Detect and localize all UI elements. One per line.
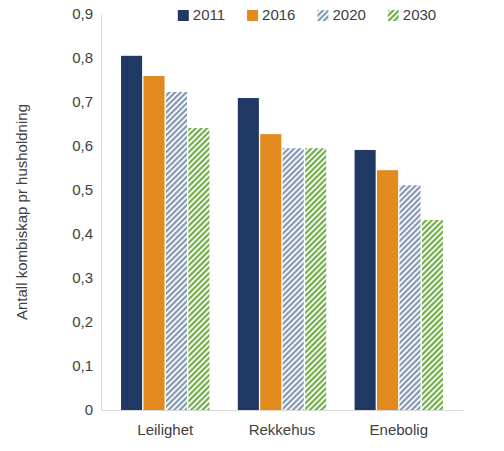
legend-item: 2016 bbox=[247, 6, 295, 23]
x-axis-line bbox=[102, 410, 464, 411]
y-tick: 0,1 bbox=[72, 357, 101, 374]
bar bbox=[355, 150, 376, 410]
y-tick-label: 0 bbox=[85, 401, 93, 418]
bar bbox=[188, 128, 209, 410]
legend-swatch bbox=[178, 10, 189, 21]
x-tick-label: Enebolig bbox=[370, 421, 428, 438]
x-tick: Enebolig bbox=[370, 410, 428, 438]
y-tick: 0,4 bbox=[72, 225, 101, 242]
bar bbox=[377, 170, 398, 410]
chart: 0 0,1 0,2 0,3 0,4 0,5 0,6 0,7 0,8 0,9 Leilighet Rek… bbox=[0, 0, 504, 451]
legend-swatch bbox=[247, 10, 258, 21]
bar bbox=[260, 134, 281, 410]
series-bars bbox=[121, 56, 376, 410]
bar bbox=[121, 56, 142, 410]
y-tick: 0,9 bbox=[72, 5, 101, 22]
series-bars bbox=[166, 92, 421, 410]
x-tick-label: Leilighet bbox=[137, 421, 194, 438]
bar bbox=[166, 92, 187, 410]
bar bbox=[305, 148, 326, 410]
y-tick: 0,2 bbox=[72, 313, 101, 330]
y-axis-line bbox=[101, 15, 102, 411]
y-axis-title: Antall kombiskap pr husholdning bbox=[13, 104, 30, 320]
bar bbox=[422, 220, 443, 410]
legend-swatch bbox=[388, 10, 399, 21]
x-axis: Leilighet Rekkehus Enebolig bbox=[102, 410, 464, 438]
legend-item: 2020 bbox=[317, 6, 365, 23]
y-tick: 0,5 bbox=[72, 181, 101, 198]
y-tick-label: 0,4 bbox=[72, 225, 93, 242]
bar bbox=[399, 185, 420, 410]
y-tick-label: 0,7 bbox=[72, 93, 93, 110]
legend-label: 2011 bbox=[193, 6, 225, 23]
y-tick: 0,6 bbox=[72, 137, 101, 154]
y-tick-label: 0,2 bbox=[72, 313, 93, 330]
y-tick-label: 0,6 bbox=[72, 137, 93, 154]
y-tick: 0 bbox=[85, 401, 101, 418]
legend-label: 2016 bbox=[262, 6, 295, 23]
y-tick: 0,7 bbox=[72, 93, 101, 110]
y-tick: 0,8 bbox=[72, 49, 101, 66]
bars bbox=[121, 56, 443, 410]
y-tick-label: 0,9 bbox=[72, 5, 93, 22]
legend-item: 2011 bbox=[178, 6, 225, 23]
y-tick-label: 0,5 bbox=[72, 181, 93, 198]
bar bbox=[283, 148, 304, 410]
y-axis: 0 0,1 0,2 0,3 0,4 0,5 0,6 0,7 0,8 0,9 bbox=[72, 5, 101, 418]
x-tick-label: Rekkehus bbox=[249, 421, 316, 438]
legend-swatch bbox=[317, 10, 328, 21]
x-tick: Rekkehus bbox=[249, 410, 316, 438]
legend-item: 2030 bbox=[388, 6, 436, 23]
series-bars bbox=[188, 128, 443, 410]
x-tick: Leilighet bbox=[137, 410, 194, 438]
legend: 2011 2016 2020 2030 bbox=[178, 6, 436, 23]
bar bbox=[238, 98, 259, 410]
y-tick-label: 0,8 bbox=[72, 49, 93, 66]
legend-label: 2030 bbox=[403, 6, 436, 23]
y-tick-label: 0,3 bbox=[72, 269, 93, 286]
legend-label: 2020 bbox=[332, 6, 365, 23]
y-tick-label: 0,1 bbox=[72, 357, 93, 374]
bar bbox=[143, 76, 164, 410]
series-bars bbox=[143, 76, 398, 410]
y-tick: 0,3 bbox=[72, 269, 101, 286]
